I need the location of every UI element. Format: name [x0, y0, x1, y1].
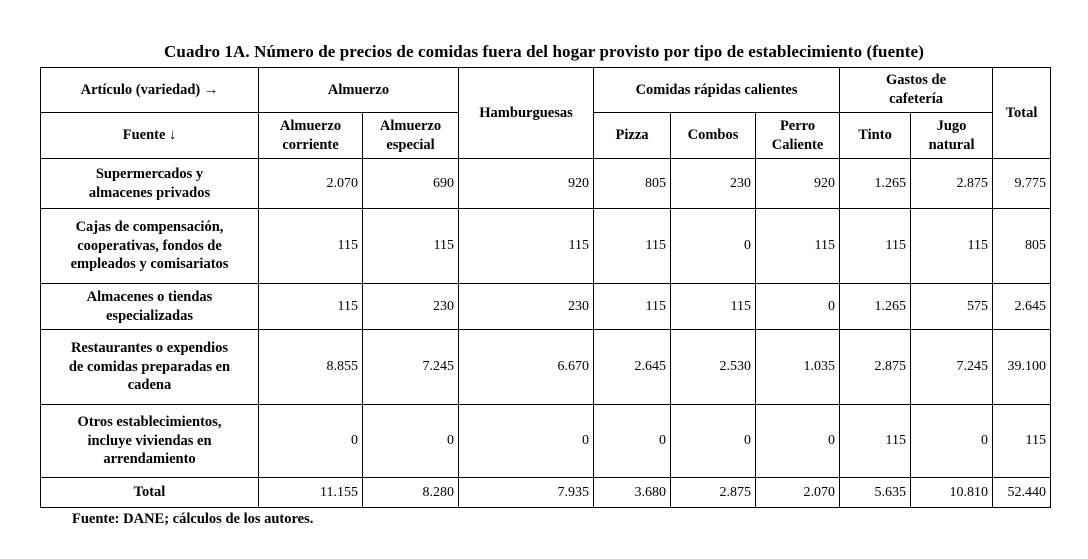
- cell-value: 2.070: [258, 158, 363, 209]
- col-header-hamburguesas: Hamburguesas: [458, 67, 595, 159]
- cell-value: 6.670: [458, 329, 595, 405]
- col-group-gastos-cafeteria: Gastos de cafetería: [839, 67, 994, 113]
- col-group-almuerzo: Almuerzo: [257, 67, 460, 113]
- col-header-pizza: Pizza: [593, 112, 672, 159]
- cell-value: 0: [755, 404, 841, 478]
- cell-value: 115: [992, 404, 1052, 478]
- cell-value: 39.100: [992, 329, 1052, 405]
- cell-value: 7.245: [910, 329, 994, 405]
- total-cell-value: 8.280: [361, 477, 460, 508]
- table-title: Cuadro 1A. Número de precios de comidas …: [164, 42, 924, 61]
- cell-value: 230: [361, 283, 460, 330]
- cell-value: 690: [361, 158, 460, 209]
- cell-value: 115: [593, 283, 672, 330]
- col-header-jugo-natural: Jugo natural: [910, 112, 994, 159]
- cell-value: 920: [755, 158, 841, 209]
- cell-value: 2.645: [992, 283, 1052, 330]
- row-label: Almacenes o tiendas especializadas: [40, 283, 259, 330]
- cell-value: 115: [361, 208, 460, 284]
- total-cell-value: 2.070: [755, 477, 841, 508]
- header-row-groups: Artículo (variedad) → Almuerzo Hamburgue…: [40, 67, 1052, 159]
- cell-value: 0: [361, 404, 460, 478]
- cell-value: 115: [910, 208, 994, 284]
- cell-value: 1.265: [839, 158, 912, 209]
- total-cell-value: 5.635: [839, 477, 912, 508]
- total-cell-value: 7.935: [458, 477, 595, 508]
- col-header-perro-caliente: Perro Caliente: [755, 112, 841, 159]
- row-label: Restaurantes o expendios de comidas prep…: [40, 329, 259, 405]
- cell-value: 9.775: [992, 158, 1052, 209]
- corner-source-label: Fuente ↓: [40, 112, 259, 159]
- cell-value: 1.035: [755, 329, 841, 405]
- table-row-cajas-compensacion: Cajas de compensación, cooperativas, fon…: [40, 208, 1052, 284]
- cell-value: 2.875: [910, 158, 994, 209]
- cell-value: 1.265: [839, 283, 912, 330]
- col-header-tinto: Tinto: [839, 112, 912, 159]
- table-row-restaurantes: Restaurantes o expendios de comidas prep…: [40, 329, 1052, 405]
- col-header-almuerzo-corriente: Almuerzo corriente: [258, 112, 363, 159]
- cell-value: 575: [910, 283, 994, 330]
- col-header-almuerzo-especial: Almuerzo especial: [361, 112, 460, 159]
- col-header-combos: Combos: [670, 112, 757, 159]
- cell-value: 0: [258, 404, 363, 478]
- col-header-total: Total: [992, 67, 1052, 159]
- corner-article-label: Artículo (variedad) →: [40, 67, 259, 113]
- cell-value: 2.645: [593, 329, 672, 405]
- cell-value: 0: [670, 208, 757, 284]
- cell-value: 0: [755, 283, 841, 330]
- cell-value: 7.245: [361, 329, 460, 405]
- table-row-almacenes-tiendas: Almacenes o tiendas especializadas 115 2…: [40, 283, 1052, 330]
- row-label: Cajas de compensación, cooperativas, fon…: [40, 208, 259, 284]
- cell-value: 805: [992, 208, 1052, 284]
- cell-value: 115: [839, 208, 912, 284]
- total-cell-value: 2.875: [670, 477, 757, 508]
- total-cell-value: 3.680: [593, 477, 672, 508]
- total-cell-value: 10.810: [910, 477, 994, 508]
- cell-value: 0: [910, 404, 994, 478]
- cell-value: 230: [670, 158, 757, 209]
- cell-value: 115: [258, 283, 363, 330]
- cell-value: 115: [839, 404, 912, 478]
- table-row-otros-establecimientos: Otros establecimientos, incluye vivienda…: [40, 404, 1052, 478]
- cell-value: 2.530: [670, 329, 757, 405]
- row-label: Otros establecimientos, incluye vivienda…: [40, 404, 259, 478]
- cell-value: 115: [593, 208, 672, 284]
- cell-value: 2.875: [839, 329, 912, 405]
- total-cell-value: 52.440: [992, 477, 1052, 508]
- cell-value: 115: [258, 208, 363, 284]
- cell-value: 805: [593, 158, 672, 209]
- source-footnote: Fuente: DANE; cálculos de los autores.: [72, 511, 314, 527]
- cell-value: 920: [458, 158, 595, 209]
- cell-value: 0: [670, 404, 757, 478]
- total-row-label: Total: [40, 477, 259, 508]
- cell-value: 230: [458, 283, 595, 330]
- cell-value: 115: [670, 283, 757, 330]
- cell-value: 0: [593, 404, 672, 478]
- total-cell-value: 11.155: [258, 477, 363, 508]
- table-row-total: Total 11.155 8.280 7.935 3.680 2.875 2.0…: [40, 477, 1052, 508]
- table-row-supermercados: Supermercados y almacenes privados 2.070…: [40, 158, 1052, 209]
- header-row-subcolumns: Fuente ↓ Almuerzo corriente Almuerzo esp…: [40, 112, 1051, 159]
- cell-value: 115: [458, 208, 595, 284]
- cell-value: 0: [458, 404, 595, 478]
- cell-value: 8.855: [258, 329, 363, 405]
- row-label: Supermercados y almacenes privados: [40, 158, 259, 209]
- cell-value: 115: [755, 208, 841, 284]
- col-group-comidas-rapidas: Comidas rápidas calientes: [593, 67, 841, 113]
- data-table: Artículo (variedad) → Almuerzo Hamburgue…: [40, 67, 1052, 508]
